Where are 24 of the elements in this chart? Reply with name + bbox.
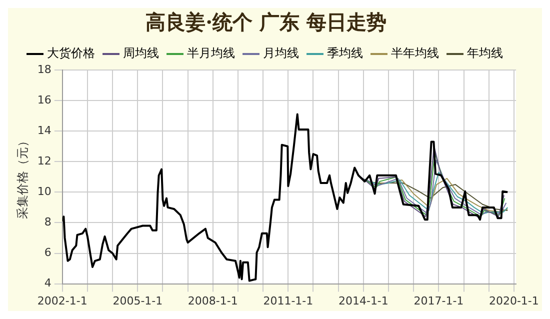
legend-label: 季均线 — [327, 46, 363, 60]
legend-label: 半月均线 — [187, 46, 235, 60]
y-tick-label: 10 — [37, 185, 52, 198]
x-tick-label: 2005-1-1 — [112, 294, 163, 308]
y-axis-title: 采集价格（元） — [15, 134, 30, 219]
x-tick-label: 2014-1-1 — [338, 294, 388, 308]
x-tick-label: 2002-1-1 — [37, 294, 88, 308]
y-tick-label: 18 — [37, 62, 52, 76]
y-tick-label: 12 — [37, 154, 52, 168]
legend-label: 周均线 — [123, 46, 159, 60]
legend-label: 大货价格 — [47, 46, 95, 60]
legend-label: 年均线 — [467, 46, 503, 60]
y-tick-label: 8 — [44, 216, 52, 229]
y-tick-label: 6 — [44, 246, 52, 260]
x-tick-label: 2008-1-1 — [188, 294, 238, 308]
y-tick-label: 4 — [44, 276, 52, 290]
legend-label: 月均线 — [263, 46, 299, 60]
x-tick-label: 2017-1-1 — [414, 294, 464, 308]
chart-title: 高良姜·统个 广东 每日走势 — [146, 10, 386, 34]
y-tick-label: 14 — [37, 124, 52, 137]
y-tick-label: 16 — [37, 93, 52, 106]
x-tick-label: 2020-1-1 — [488, 294, 539, 308]
x-tick-label: 2011-1-1 — [263, 294, 314, 308]
legend-label: 半年均线 — [391, 46, 439, 60]
